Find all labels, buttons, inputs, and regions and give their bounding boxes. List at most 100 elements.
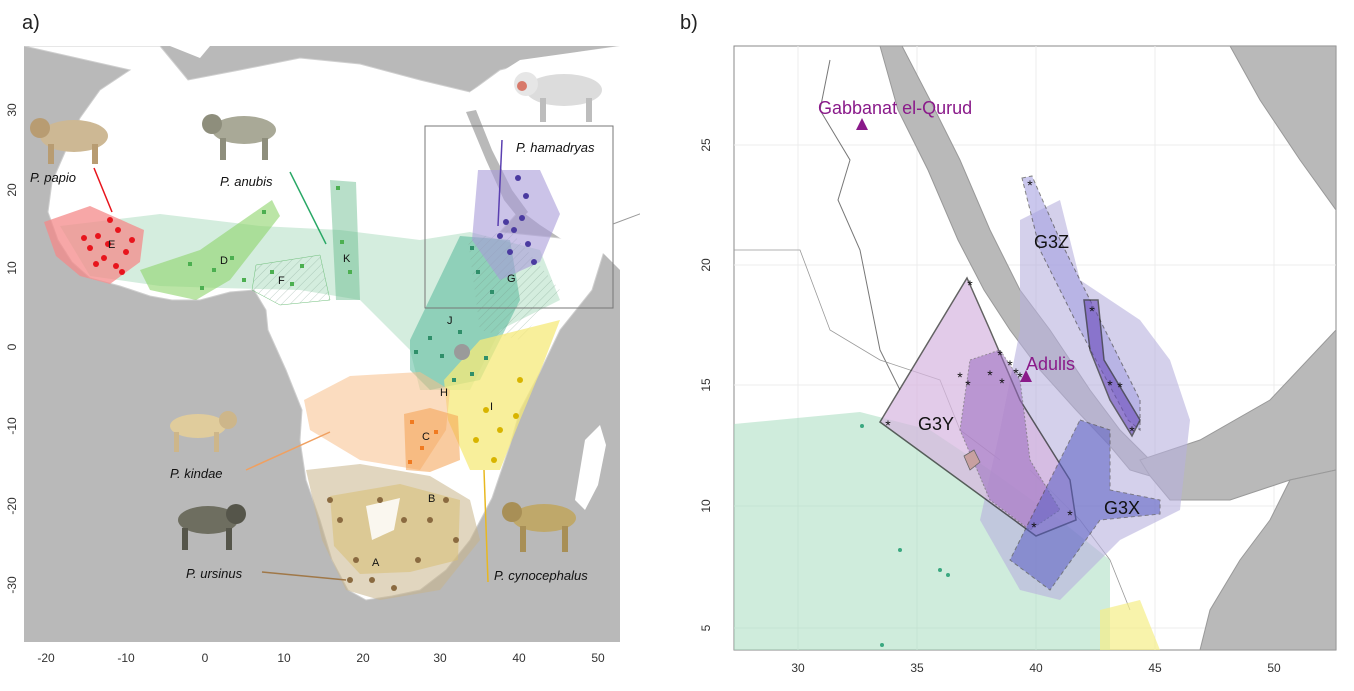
- range-anubis-west: [140, 200, 280, 300]
- region-letter: I: [490, 401, 493, 413]
- x-tick: -10: [117, 651, 135, 665]
- svg-text:*: *: [1067, 507, 1073, 523]
- leader-hamadryas: [497, 139, 503, 227]
- y-tick: 30: [5, 103, 19, 117]
- points-papio: [81, 217, 135, 275]
- region-letter: B: [428, 493, 435, 505]
- svg-text:*: *: [987, 367, 993, 383]
- svg-text:*: *: [1107, 377, 1113, 393]
- lake-tana: [963, 449, 981, 471]
- range-cynocephalus-b: [1100, 600, 1160, 650]
- leader-ursinus: [261, 571, 347, 581]
- range-ursinus-B: [330, 484, 460, 574]
- baboon-figure-kindae: [170, 411, 237, 452]
- y-tick: 20: [699, 258, 713, 272]
- leader-kindae: [245, 431, 331, 471]
- panel-b-map: *** *** * * * *** ** * ** Gabbanat el-Qurud…: [699, 45, 1337, 675]
- species-label-cynocephalus: P. cynocephalus: [494, 568, 588, 583]
- y-tick: 5: [699, 624, 713, 631]
- range-g3y-dotted: [959, 349, 1061, 531]
- indian-ocean: [1199, 469, 1336, 650]
- region-letter: F: [278, 275, 285, 287]
- region-letter: H: [440, 387, 448, 399]
- baboon-figure-ursinus: [178, 504, 246, 550]
- y-tick: 10: [5, 261, 19, 275]
- svg-text:*: *: [967, 277, 973, 293]
- panel-b-x-ticks: 30 35 40 45 50: [791, 661, 1281, 675]
- region-letter: E: [108, 239, 115, 251]
- inset-connector: [612, 213, 640, 225]
- range-papio: [44, 206, 144, 284]
- range-kindae-C: [404, 408, 460, 472]
- leader-cynocephalus: [483, 469, 489, 583]
- group-label-g3x: G3X: [1104, 498, 1140, 518]
- species-label-hamadryas: P. hamadryas: [516, 140, 595, 155]
- site-label-gabbanat: Gabbanat el-Qurud: [818, 98, 972, 118]
- baboon-figure-papio: [30, 118, 108, 164]
- range-g3z: [1021, 175, 1141, 432]
- x-tick: 40: [1029, 661, 1043, 675]
- region-letter: K: [343, 253, 351, 265]
- panel-a-x-ticks: -20 -10 0 10 20 30 40 50: [37, 651, 605, 665]
- x-tick: 30: [791, 661, 805, 675]
- species-label-ursinus: P. ursinus: [186, 566, 243, 581]
- svg-text:*: *: [885, 417, 891, 433]
- panel-a-map: E D F K G J H I C B A P. papio P. anu: [5, 46, 640, 665]
- range-hamadryas: [472, 170, 560, 280]
- svg-text:*: *: [1031, 519, 1037, 535]
- range-cynocephalus: [444, 320, 560, 470]
- species-label-anubis: P. anubis: [220, 174, 273, 189]
- range-ursinus-hole: [366, 498, 400, 540]
- points-hamadryas: [497, 175, 537, 265]
- nile-river: [819, 59, 901, 391]
- panel-a-label: a): [22, 12, 40, 34]
- y-tick: 25: [699, 138, 713, 152]
- y-tick: 15: [699, 378, 713, 392]
- coast-detail: [170, 46, 210, 58]
- x-tick: 10: [277, 651, 291, 665]
- region-letter: A: [372, 557, 380, 569]
- scatter-dots: [860, 424, 950, 647]
- x-tick: 30: [433, 651, 447, 665]
- y-tick: -10: [5, 417, 19, 435]
- arabian-gulf: [1229, 46, 1336, 211]
- points-anubis-east: [414, 246, 494, 382]
- x-tick: 50: [591, 651, 605, 665]
- species-label-papio: P. papio: [30, 170, 76, 185]
- svg-text:*: *: [997, 347, 1003, 363]
- x-tick: 20: [356, 651, 370, 665]
- g3y-samples: *** *** * * * *** ** * **: [885, 177, 1135, 535]
- x-tick: 45: [1148, 661, 1162, 675]
- svg-text:*: *: [1117, 379, 1123, 395]
- points-ursinus: [327, 497, 459, 591]
- panel-b-label: b): [680, 12, 698, 34]
- points-kindae: [408, 420, 438, 464]
- svg-text:*: *: [1017, 369, 1023, 385]
- svg-text:*: *: [1089, 303, 1095, 319]
- y-tick: -30: [5, 576, 19, 594]
- x-tick: 35: [910, 661, 924, 675]
- svg-text:*: *: [999, 375, 1005, 391]
- range-anubis-K: [330, 180, 360, 300]
- site-marker-adulis: [1020, 370, 1032, 382]
- leader-papio: [93, 167, 113, 213]
- y-tick: -20: [5, 497, 19, 515]
- baboon-figure-cynocephalus: [502, 502, 576, 552]
- y-tick: 20: [5, 183, 19, 197]
- y-tick: 0: [5, 343, 19, 350]
- range-g3x: [1009, 419, 1161, 591]
- y-tick: 10: [699, 499, 713, 513]
- panel-b-y-ticks: 25 20 15 10 5: [699, 138, 713, 631]
- leader-anubis: [289, 171, 327, 245]
- site-label-adulis: Adulis: [1026, 354, 1075, 374]
- x-tick: 40: [512, 651, 526, 665]
- range-anubis-F: [251, 254, 331, 306]
- svg-text:*: *: [965, 377, 971, 393]
- panel-a-y-ticks: 30 20 10 0 -10 -20 -30: [5, 103, 19, 594]
- region-letter: J: [447, 315, 453, 327]
- x-tick: -20: [37, 651, 55, 665]
- svg-text:*: *: [1027, 177, 1033, 193]
- range-anubis-b: [734, 412, 1110, 650]
- baboon-figure-hamadryas: [514, 72, 602, 122]
- svg-text:*: *: [1007, 357, 1013, 373]
